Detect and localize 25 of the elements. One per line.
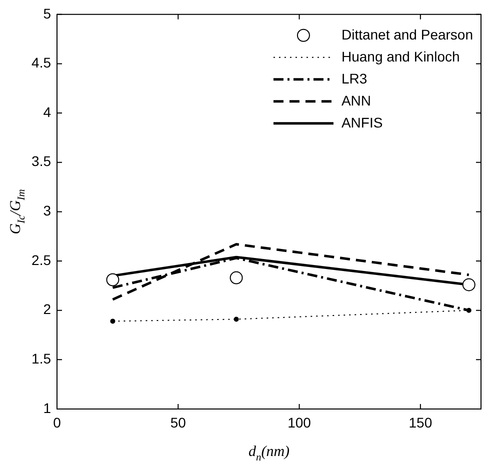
- x-tick-label: 50: [170, 414, 186, 430]
- point: [106, 273, 120, 286]
- point: [110, 318, 116, 324]
- legend-label: ANFIS: [341, 114, 383, 130]
- y-tick-label: 1: [43, 400, 52, 416]
- y-tick-label: 4: [43, 104, 52, 120]
- x-tick-label: 150: [408, 414, 432, 430]
- legend-label: Dittanet and Pearson: [341, 26, 473, 42]
- legend-label: Huang and Kinloch: [341, 48, 460, 64]
- y-tick-label: 2: [43, 301, 52, 318]
- y-tick-label: 4.5: [32, 54, 52, 71]
- y-tick-label: 3: [43, 202, 52, 219]
- point: [462, 278, 476, 292]
- y-tick-label: 1.5: [32, 350, 52, 367]
- legend-label: ANN: [341, 92, 372, 108]
- point: [466, 308, 472, 313]
- legend-label: LR3: [341, 70, 368, 86]
- y-tick-label: 3.5: [32, 153, 52, 170]
- y-tick-label: 5: [43, 5, 52, 22]
- x-tick-label: 0: [53, 414, 62, 430]
- point: [230, 271, 243, 284]
- point: [234, 316, 239, 322]
- y-tick-label: 2.5: [32, 252, 52, 268]
- x-tick-label: 100: [288, 414, 312, 430]
- y-axis-title: GIc/GIm: [8, 188, 28, 234]
